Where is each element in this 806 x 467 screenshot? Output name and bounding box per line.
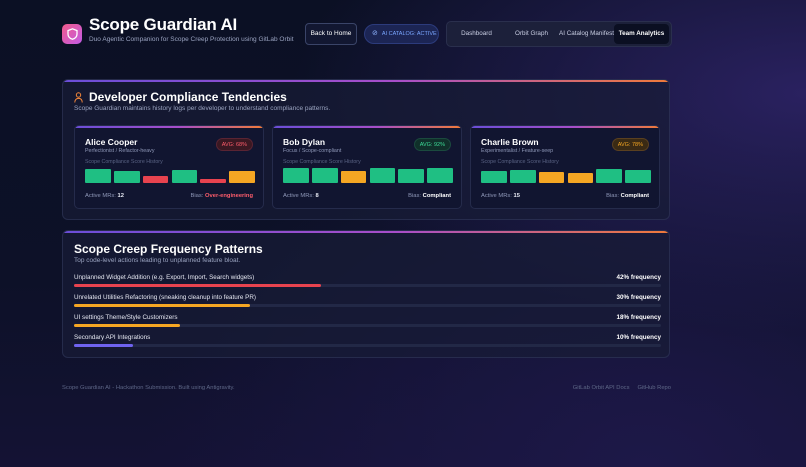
developer-role: Focus / Scope-compliant [283, 148, 342, 154]
frequency-subtitle: Top code-level actions leading to unplan… [74, 257, 241, 264]
active-mrs-label: Active MRs: [283, 193, 314, 199]
avg-score-badge: AVG: 78% [611, 138, 649, 151]
frequency-fill [74, 304, 251, 307]
history-bar [229, 171, 255, 183]
bias-label: Bias: [606, 193, 620, 199]
footer-text: Scope Guardian AI - Hackathon Submission… [62, 385, 235, 391]
history-bar [625, 169, 651, 183]
header: Scope Guardian AI Duo Agentic Companion … [60, 14, 672, 56]
active-mrs: Active MRs: 8 [283, 193, 319, 199]
developer-compliance-subtitle: Scope Guardian maintains history logs pe… [74, 105, 331, 112]
compliance-history-bars [481, 168, 651, 183]
active-mrs: Active MRs: 15 [481, 193, 520, 199]
frequency-label: Secondary API Integrations [74, 334, 151, 341]
frequency-row: Secondary API Integrations 10% frequency [74, 334, 661, 352]
frequency-title: Scope Creep Frequency Patterns [74, 242, 263, 256]
ai-catalog-status-text: AI CATALOG: ACTIVE [381, 30, 437, 37]
compliance-history-bars [283, 168, 453, 183]
history-bar [85, 168, 111, 183]
bias-value: Compliant [422, 193, 451, 199]
history-bar [481, 171, 507, 183]
developer-card[interactable]: Charlie Brown Experimentalist / Feature-… [470, 125, 660, 209]
frequency-row: Unplanned Widget Addition (e.g. Export, … [74, 274, 661, 292]
history-bar [340, 171, 367, 183]
history-label: Scope Compliance Score History [283, 159, 361, 165]
developer-compliance-title: Developer Compliance Tendencies [74, 90, 287, 104]
frequency-percent: 42% frequency [616, 274, 661, 281]
developer-compliance-heading: Developer Compliance Tendencies [89, 90, 287, 104]
history-bar [427, 168, 453, 183]
history-bar [398, 168, 425, 183]
compliance-history-bars [85, 168, 255, 183]
bias: Bias: Compliant [408, 193, 451, 199]
scope-creep-frequency-panel: Scope Creep Frequency Patterns Top code-… [62, 230, 670, 358]
nav-orbit-graph[interactable]: Orbit Graph [515, 30, 548, 38]
avg-score-badge: AVG: 68% [215, 138, 253, 151]
active-mrs-label: Active MRs: [85, 193, 116, 199]
frequency-track [74, 304, 661, 307]
active-mrs: Active MRs: 12 [85, 193, 124, 199]
history-bar [200, 178, 227, 183]
frequency-track [74, 284, 661, 287]
nav-ai-catalog-manifest[interactable]: AI Catalog Manifest [559, 30, 614, 38]
avg-score-badge: AVG: 92% [413, 138, 451, 151]
active-mrs-value: 15 [513, 193, 520, 199]
frequency-row: UI settings Theme/Style Customizers 18% … [74, 314, 661, 332]
history-bar [369, 168, 396, 183]
catalog-status-icon: ⊘ [372, 29, 378, 37]
history-bar [596, 168, 623, 183]
frequency-row: Unrelated Utilities Refactoring (sneakin… [74, 294, 661, 312]
frequency-track [74, 344, 661, 347]
frequency-percent: 30% frequency [616, 294, 661, 301]
active-mrs-label: Active MRs: [481, 193, 512, 199]
history-bar [171, 170, 198, 183]
developer-card[interactable]: Alice Cooper Perfectionist / Refactor-he… [74, 125, 264, 209]
developer-name: Charlie Brown [481, 137, 539, 147]
bias-label: Bias: [190, 193, 204, 199]
footer-links: GitLab Orbit API Docs GitHub Repo [573, 385, 671, 391]
frequency-label: Unplanned Widget Addition (e.g. Export, … [74, 274, 255, 281]
history-bar [538, 171, 565, 183]
app-subtitle: Duo Agentic Companion for Scope Creep Pr… [89, 36, 294, 43]
ai-catalog-status-badge: ⊘ AI CATALOG: ACTIVE [364, 24, 439, 44]
developer-role: Perfectionist / Refactor-heavy [85, 148, 155, 154]
history-bar [283, 168, 309, 183]
main-nav: Dashboard Orbit Graph AI Catalog Manifes… [446, 21, 672, 47]
bias-value: Over-engineering [205, 193, 253, 199]
active-mrs-value: 12 [117, 193, 124, 199]
history-bar [567, 172, 594, 183]
active-mrs-value: 8 [315, 193, 319, 199]
footer-link-github-repo[interactable]: GitHub Repo [637, 385, 671, 391]
back-to-home-button[interactable]: Back to Home [305, 23, 357, 45]
shield-logo-icon [62, 24, 82, 44]
bias: Bias: Compliant [606, 193, 649, 199]
frequency-track [74, 324, 661, 327]
history-label: Scope Compliance Score History [481, 159, 559, 165]
developer-name: Bob Dylan [283, 137, 326, 147]
frequency-fill [74, 344, 133, 347]
bias-label: Bias: [408, 193, 422, 199]
frequency-label: UI settings Theme/Style Customizers [74, 314, 178, 321]
bias: Bias: Over-engineering [190, 193, 253, 199]
history-label: Scope Compliance Score History [85, 159, 163, 165]
nav-team-analytics[interactable]: Team Analytics [614, 24, 669, 44]
frequency-fill [74, 284, 321, 287]
app-title: Scope Guardian AI [89, 15, 238, 34]
history-bar [509, 170, 536, 183]
frequency-percent: 18% frequency [616, 314, 661, 321]
nav-dashboard[interactable]: Dashboard [461, 30, 492, 38]
history-bar [311, 168, 338, 183]
developer-compliance-panel: Developer Compliance Tendencies Scope Gu… [62, 79, 670, 220]
developer-name: Alice Cooper [85, 137, 138, 147]
bias-value: Compliant [620, 193, 649, 199]
developer-role: Experimentalist / Feature-seep [481, 148, 554, 154]
history-bar [142, 176, 169, 183]
frequency-fill [74, 324, 180, 327]
developer-card[interactable]: Bob Dylan Focus / Scope-compliant AVG: 9… [272, 125, 462, 209]
frequency-percent: 10% frequency [616, 334, 661, 341]
frequency-label: Unrelated Utilities Refactoring (sneakin… [74, 294, 257, 301]
footer-link-gitlab-docs[interactable]: GitLab Orbit API Docs [572, 385, 630, 391]
history-bar [113, 171, 140, 183]
user-icon [74, 91, 83, 103]
